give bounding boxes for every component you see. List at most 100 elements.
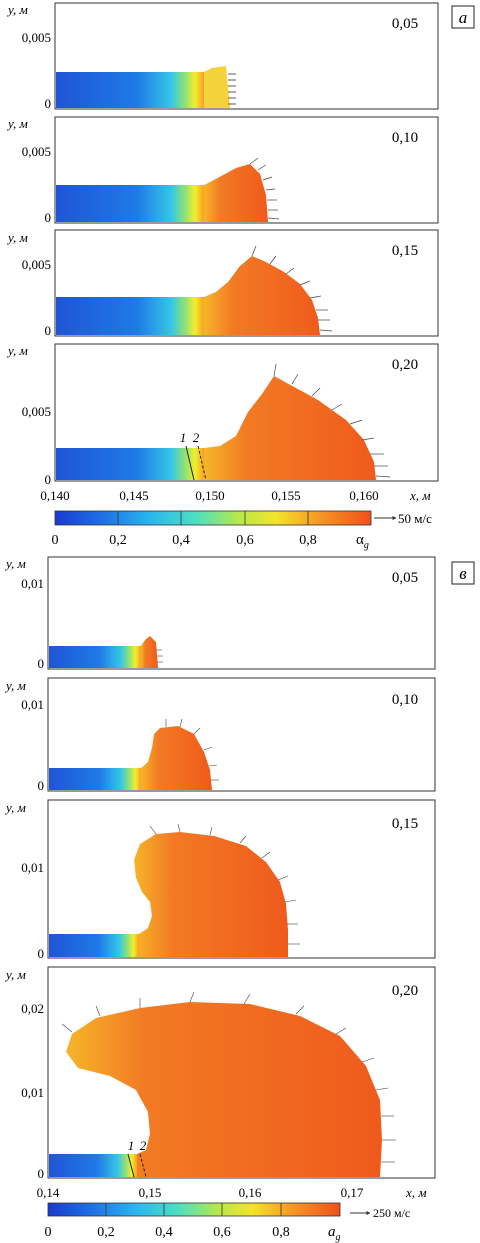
- time-label: 0,05: [392, 16, 418, 32]
- colorbar-tick: 0,8: [299, 533, 317, 548]
- time-label: 0,20: [392, 983, 418, 999]
- x-tick: 0,155: [271, 488, 300, 503]
- time-label: 0,05: [392, 570, 418, 586]
- y-axis-label: y, м: [6, 343, 28, 358]
- section-line-2: [139, 1153, 147, 1178]
- velocity-vectors: [149, 823, 300, 945]
- group-label-box: [451, 5, 475, 29]
- velocity-vectors: [156, 649, 163, 663]
- colorbar-tick: 0,8: [272, 1225, 290, 1240]
- velocity-vectors: [165, 718, 219, 781]
- x-axis-b: 0,14 0,15 0,16 0,17 x, м: [37, 1185, 427, 1200]
- y-tick: 0,01: [21, 860, 44, 875]
- x-tick: 0,16: [239, 1185, 262, 1200]
- y-axis-label: y, м: [4, 556, 26, 571]
- velocity-vectors: [228, 73, 236, 105]
- group-label-box: [451, 561, 475, 585]
- y-axis-label: y, м: [6, 2, 28, 17]
- panel-a-t020: 1 2 y, м 0,005 0 0,20: [6, 343, 439, 487]
- panel-a-t005: y, м 0,005 0 0,05: [6, 2, 439, 111]
- gas-region: [56, 297, 204, 335]
- colorbar-tick: 0,4: [155, 1225, 173, 1240]
- x-axis-label: x, м: [409, 488, 431, 503]
- plume: [66, 1002, 382, 1177]
- x-tick: 0,15: [139, 1185, 162, 1200]
- time-label: 0,10: [392, 692, 418, 708]
- time-label: 0,15: [392, 816, 418, 832]
- y-tick: 0,005: [22, 257, 51, 272]
- y-tick: 0: [45, 323, 52, 338]
- y-tick: 0: [45, 210, 52, 225]
- mark-2: 2: [193, 430, 200, 445]
- x-tick: 0,17: [341, 1185, 364, 1200]
- x-axis-label: x, м: [405, 1185, 427, 1200]
- group-label: a: [459, 8, 468, 27]
- x-axis-a: 0,140 0,145 0,150 0,155 0,160 x, м: [40, 488, 430, 503]
- colorbar-tick: 0,6: [213, 1225, 231, 1240]
- x-tick: 0,150: [195, 488, 224, 503]
- time-label: 0,10: [392, 130, 418, 146]
- gas-region: [49, 768, 141, 790]
- velocity-vectors: [249, 157, 280, 220]
- y-tick: 0,01: [21, 1085, 44, 1100]
- panel-b-t005: y, м 0,01 0 0,05: [4, 556, 436, 671]
- section-line-2: [197, 445, 207, 481]
- colorbar-symbol: ag: [328, 1224, 341, 1243]
- colorbar-a: 0 0,2 0,4 0,6 0,8 αg 50 м/с: [52, 510, 432, 551]
- y-tick: 0: [38, 778, 45, 793]
- vector-scale-label: 250 м/с: [373, 1206, 410, 1220]
- gas-region: [49, 1154, 137, 1177]
- mark-1: 1: [180, 430, 187, 445]
- y-axis-label: y, м: [4, 967, 26, 982]
- gas-region: [49, 646, 141, 668]
- y-tick: 0,01: [21, 576, 44, 591]
- group-label: в: [459, 564, 467, 583]
- group-b: в y, м 0,01 0 0,05 y, м 0,01: [4, 556, 475, 1243]
- x-tick: 0,160: [349, 488, 378, 503]
- y-tick: 0,005: [22, 144, 51, 159]
- plume: [134, 832, 288, 957]
- plume: [141, 636, 158, 668]
- panel-b-t015: y, м 0,01 0 0,15: [4, 799, 436, 961]
- colorbar: [54, 510, 372, 526]
- velocity-vectors: [251, 245, 333, 332]
- y-tick: 0: [38, 1166, 45, 1181]
- section-line-1: [185, 445, 195, 481]
- y-tick: 0: [38, 656, 45, 671]
- y-tick: 0,02: [21, 1001, 44, 1016]
- x-tick: 0,145: [119, 488, 148, 503]
- colorbar-tick: 0,2: [109, 533, 127, 548]
- colorbar-symbol: αg: [356, 532, 369, 551]
- time-label: 0,20: [392, 357, 418, 373]
- colorbar: [47, 1202, 341, 1217]
- group-a: a y, м 0,005 0 0,05: [6, 2, 475, 551]
- colorbar-tick: 0,6: [236, 533, 254, 548]
- velocity-vectors: [61, 991, 396, 1163]
- y-axis-label: y, м: [4, 800, 26, 815]
- x-tick: 0,140: [40, 488, 69, 503]
- panel-b-t020: 1 2 y, м 0,02 0,01 0 0,20: [4, 966, 436, 1181]
- plume: [204, 256, 320, 335]
- gas-region: [56, 448, 204, 480]
- colorbar-tick: 0,2: [97, 1225, 115, 1240]
- y-axis-label: y, м: [6, 230, 28, 245]
- panel-a-t010: y, м 0,005 0 0,10: [6, 116, 439, 225]
- jet-front: [204, 66, 230, 108]
- panel-a-t015: y, м 0,005 0 0,15: [6, 229, 439, 338]
- y-axis-label: y, м: [6, 116, 28, 131]
- colorbar-b: 0 0,2 0,4 0,6 0,8 ag 250 м/с: [45, 1202, 410, 1243]
- y-tick: 0: [45, 96, 52, 111]
- colorbar-tick: 0: [52, 533, 59, 548]
- plume: [204, 164, 268, 222]
- colorbar-tick: 0,4: [172, 533, 190, 548]
- y-tick: 0: [45, 472, 52, 487]
- panel-b-t010: y, м 0,01 0 0,10: [4, 677, 436, 793]
- mark-2: 2: [140, 1138, 147, 1153]
- x-tick: 0,14: [37, 1185, 60, 1200]
- y-axis-label: y, м: [4, 678, 26, 693]
- vector-scale-label: 50 м/с: [398, 511, 432, 526]
- plume: [204, 376, 376, 480]
- mark-1: 1: [128, 1138, 135, 1153]
- velocity-vectors: [273, 363, 391, 478]
